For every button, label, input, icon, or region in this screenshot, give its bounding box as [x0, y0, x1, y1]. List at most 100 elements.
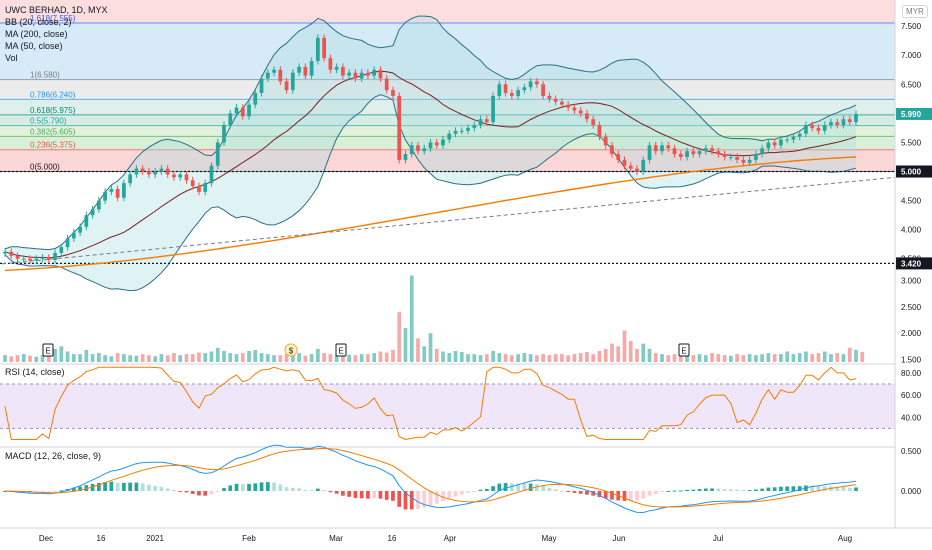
- rsi-legend[interactable]: RSI (14, close): [5, 367, 65, 377]
- candle-body: [153, 171, 158, 175]
- dividend-marker: [284, 343, 298, 357]
- macd-histogram-bar: [491, 486, 495, 491]
- macd-histogram-bar: [791, 486, 796, 491]
- candle-body: [140, 168, 145, 172]
- candle-body: [353, 72, 358, 79]
- candle-body: [3, 251, 7, 254]
- candle-body: [84, 215, 89, 227]
- candle-body: [259, 78, 264, 94]
- macd-histogram-bar: [597, 491, 602, 498]
- candle-body: [265, 72, 270, 79]
- macd-histogram-bar: [284, 487, 289, 491]
- candle-body: [34, 258, 39, 261]
- volume-bar: [597, 350, 602, 362]
- macd-histogram-bar: [816, 486, 821, 491]
- volume-bar: [3, 355, 7, 362]
- volume-bar: [535, 355, 539, 362]
- candle-body: [197, 186, 201, 192]
- candle-body: [159, 168, 164, 172]
- macd-histogram-bar: [741, 490, 746, 492]
- volume-bar: [835, 353, 840, 362]
- volume-bar: [484, 354, 489, 362]
- volume-bar: [46, 354, 51, 362]
- candle-body: [572, 107, 577, 111]
- currency-badge[interactable]: MYR: [902, 5, 928, 18]
- signal-line: [4, 447, 857, 508]
- candle-body: [172, 174, 176, 178]
- fib-level-label: 0.618(5.975): [30, 106, 76, 115]
- fib-zone: [0, 79, 895, 100]
- candle-body: [672, 148, 677, 155]
- candle-body: [816, 127, 821, 131]
- volume-bar: [378, 351, 383, 362]
- volume-bar: [447, 353, 452, 362]
- macd-histogram-bar: [290, 487, 295, 491]
- fib-level-label: 0.5(5.790): [30, 117, 67, 126]
- macd-histogram-bar: [178, 491, 183, 492]
- candle-body: [78, 226, 82, 233]
- volume-bar: [422, 346, 427, 362]
- indicator-bb[interactable]: BB (20, close, 2): [5, 17, 72, 27]
- macd-histogram-bar: [128, 482, 133, 491]
- macd-histogram-bar: [854, 487, 858, 491]
- volume-bar: [247, 350, 251, 362]
- indicator-ma50[interactable]: MA (50, close): [5, 41, 63, 51]
- macd-histogram-bar: [653, 491, 658, 494]
- volume-bar: [478, 355, 483, 362]
- candle-body: [597, 125, 602, 137]
- trend-line: [0, 176, 896, 265]
- candle-body: [178, 174, 183, 178]
- volume-bar: [678, 353, 683, 362]
- macd-histogram-bar: [303, 489, 308, 491]
- macd-histogram-bar: [528, 483, 533, 491]
- candle-body: [103, 191, 107, 201]
- macd-histogram-bar: [159, 486, 164, 491]
- candle-body: [366, 72, 370, 76]
- volume-bar: [322, 353, 326, 362]
- bollinger-lower-line: [4, 94, 857, 292]
- macd-histogram-bar: [735, 489, 739, 491]
- price-tick-label: 4.000: [901, 226, 922, 235]
- candle-body: [591, 119, 596, 126]
- candle-body: [240, 107, 245, 117]
- indicator-vol[interactable]: Vol: [5, 53, 18, 63]
- candle-body: [854, 113, 858, 123]
- volume-bar: [722, 355, 727, 362]
- macd-legend[interactable]: MACD (12, 26, close, 9): [5, 451, 102, 461]
- time-tick-label: Apr: [444, 534, 457, 543]
- volume-bar: [272, 355, 276, 362]
- macd-histogram-bar: [140, 483, 145, 491]
- volume-bar: [547, 355, 552, 362]
- macd-histogram-bar: [391, 491, 395, 501]
- volume-bar: [328, 354, 333, 362]
- indicator-ma200[interactable]: MA (200, close): [5, 29, 68, 39]
- volume-bar: [747, 354, 752, 362]
- macd-histogram-bar: [53, 491, 57, 492]
- volume-bar: [172, 353, 176, 362]
- candle-body: [766, 142, 771, 149]
- macd-histogram-bar: [40, 491, 45, 493]
- macd-histogram-bar: [240, 484, 245, 491]
- candle-body: [710, 148, 714, 152]
- macd-histogram-bar: [647, 491, 652, 496]
- macd-histogram-bar: [591, 491, 596, 496]
- volume-bar: [253, 349, 258, 362]
- volume-tick-label: 2.000: [901, 329, 922, 338]
- candle-body: [59, 247, 64, 253]
- candle-body: [622, 159, 627, 166]
- volume-bar: [96, 353, 101, 362]
- fib-zone: [0, 125, 895, 137]
- macd-line: [4, 444, 857, 514]
- volume-bar: [522, 353, 527, 362]
- candle-body: [253, 93, 258, 105]
- candle-body: [578, 110, 583, 114]
- volume-bar: [190, 354, 195, 362]
- volume-bar: [516, 354, 520, 362]
- ma200-line: [4, 156, 857, 272]
- macd-histogram-bar: [585, 491, 589, 495]
- macd-histogram-bar: [678, 490, 683, 492]
- candle-body: [434, 142, 439, 146]
- volume-bar: [78, 354, 82, 362]
- candle-body: [297, 66, 301, 73]
